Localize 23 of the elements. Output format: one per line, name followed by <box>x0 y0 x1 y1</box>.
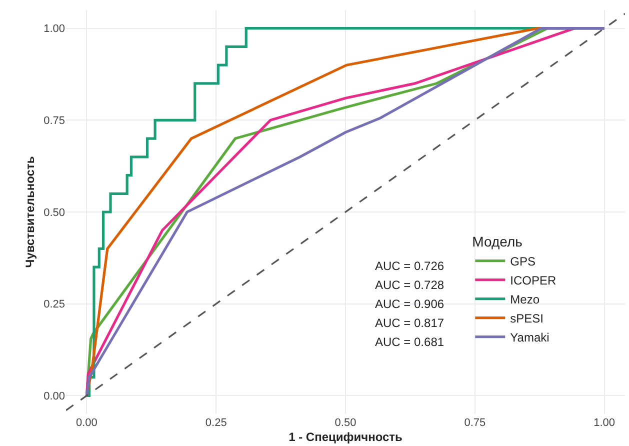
x-tick-label: 0.50 <box>334 417 356 429</box>
annotation: AUC = 0.817 <box>375 316 444 330</box>
x-axis-title: 1 - Специфичность <box>288 430 402 444</box>
x-tick-label: 1.00 <box>594 417 616 429</box>
legend-label: ICOPER <box>510 274 556 288</box>
legend-label: Mezo <box>510 292 540 307</box>
legend-label: GPS <box>510 254 536 269</box>
y-axis-title: Чувствительность <box>22 156 37 268</box>
y-tick-label: 0.75 <box>44 115 65 128</box>
x-tick-label: 0.00 <box>76 417 98 429</box>
annotation: AUC = 0.906 <box>375 297 444 311</box>
legend-label: Yamaki <box>510 330 550 345</box>
y-tick-label: 0.50 <box>44 206 65 219</box>
annotation: AUC = 0.726 <box>375 259 444 273</box>
y-tick-label: 1.00 <box>44 23 65 36</box>
legend-title: Модель <box>472 233 522 250</box>
y-tick-label: 0.00 <box>44 390 65 402</box>
legend-label: sPESI <box>510 312 544 326</box>
annotation: AUC = 0.728 <box>375 278 444 292</box>
x-tick-label: 0.25 <box>205 417 227 429</box>
y-tick-label: 0.25 <box>44 298 65 311</box>
annotation: AUC = 0.681 <box>375 335 444 349</box>
x-tick-label: 0.75 <box>464 417 486 429</box>
